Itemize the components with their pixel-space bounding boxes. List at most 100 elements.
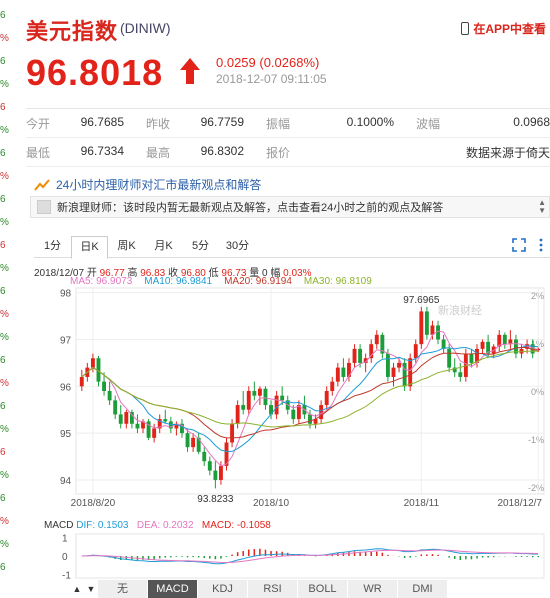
candle-body [263, 388, 268, 406]
left-strip-char: 6 [0, 102, 6, 113]
news-headline-link[interactable]: 24小时内理财师对汇市最新观点和解答 [34, 176, 261, 193]
ma-line-10 [81, 345, 539, 452]
candle-body [191, 437, 196, 448]
indicator-tab-1[interactable]: MACD [148, 580, 198, 598]
candlestick-chart[interactable]: 98 97 96 95 94 2% 1% 0% -1% -2% 2018/8/20 2018/10 20… [0, 284, 550, 524]
low-value: 96.73 [221, 268, 247, 279]
more-options-icon[interactable] [536, 238, 546, 252]
candle-body [313, 419, 318, 424]
y-tick-label: 96 [60, 382, 72, 393]
candle-body [430, 325, 435, 335]
tab-5[interactable]: 30分 [225, 240, 250, 252]
candle-body [135, 423, 140, 429]
indicator-tab-2[interactable]: KDJ [198, 580, 248, 598]
stat-label: 最高 [146, 145, 171, 160]
left-strip-char: % [0, 332, 9, 343]
candle-body [335, 367, 340, 382]
tab-2[interactable]: 周K [117, 240, 136, 252]
candle-body [369, 344, 374, 359]
phone-icon [461, 22, 470, 35]
candle-body [163, 419, 168, 422]
stat-value: 96.8302 [200, 143, 244, 158]
open-label: 开 [86, 268, 97, 279]
indicator-tab-5[interactable]: WR [348, 580, 398, 598]
up-arrow-icon [180, 58, 200, 84]
left-strip-char: % [0, 217, 9, 228]
y-tick-label: 94 [60, 476, 72, 487]
candle-body [502, 334, 507, 345]
candle-body [107, 391, 112, 401]
left-strip-char: % [0, 378, 9, 389]
tab-1[interactable]: 日K [71, 236, 108, 259]
stats-row: 最低 96.7334 最高 96.8302 报价 数据来源于倚天 [26, 138, 550, 167]
candle-body [397, 362, 402, 368]
candle-body [330, 381, 335, 391]
candle-body [514, 339, 518, 354]
indicator-tab-0[interactable]: 无 [98, 580, 148, 598]
left-strip-char: % [0, 125, 9, 136]
scroll-down-icon[interactable]: ▼ [84, 580, 98, 598]
candle-body [408, 358, 413, 387]
candle-body [196, 437, 201, 452]
candle-body [224, 442, 229, 466]
candle-body [118, 414, 123, 424]
macd-frame [75, 533, 545, 579]
candle-body [497, 334, 502, 347]
news-item-text: 新浪理财师：该时段内暂无最新观点及解答，点击查看24小时之前的观点及解答 [57, 202, 444, 214]
tab-0[interactable]: 1分 [43, 240, 62, 252]
candle-body [257, 388, 262, 396]
tab-3[interactable]: 月K [154, 240, 173, 252]
stat-value [316, 144, 416, 161]
indicator-tab-6[interactable]: DMI [398, 580, 448, 598]
scroll-up-icon[interactable]: ▲ [70, 580, 84, 598]
candle-body [458, 372, 463, 377]
macd-value: MACD: -0.1058 [201, 520, 271, 531]
x-tick-label: 2018/8/20 [71, 498, 116, 509]
candle-body [486, 341, 491, 354]
candle-body [79, 376, 84, 387]
macd-dif: DIF: 0.1503 [76, 520, 129, 531]
y-tick-label: 98 [60, 289, 72, 300]
chart-frame [75, 287, 545, 495]
candle-body [152, 428, 157, 438]
price-annotation: 97.6965 [403, 295, 440, 306]
amplitude-value: 0.03% [283, 268, 312, 279]
scroll-arrows-icon[interactable]: ▲ ▼ [538, 198, 546, 215]
indicator-tab-3[interactable]: RSI [248, 580, 298, 598]
left-edge-strip: 6% 6% 6% 6% 6% 6% 6%% 6% 6% 6% 6%% 6 [0, 0, 12, 598]
candle-body [213, 470, 218, 480]
left-strip-char: 6 [0, 194, 6, 205]
x-tick-label: 2018/12/7 [498, 498, 543, 509]
fullscreen-icon[interactable] [512, 238, 526, 252]
candle-body [358, 348, 363, 363]
stat-value: 0.1000% [346, 114, 394, 129]
page-title: 美元指数 [26, 19, 119, 44]
price-annotation: 93.8233 [197, 494, 234, 505]
tab-4[interactable]: 5分 [191, 240, 210, 252]
candle-body [308, 414, 312, 424]
macd-chart[interactable]: 1 0 -1 [0, 532, 550, 580]
ma-legend-item: MA10: 96.9841 [144, 276, 213, 287]
ohlc-date: 2018/12/07 [34, 268, 85, 279]
stat-label: 昨收 [146, 116, 171, 131]
pct-tick-label: -1% [528, 435, 544, 445]
candle-body [90, 358, 95, 368]
quote-stats-table: 今开 96.7685 昨收 96.7759 振幅 0.1000% 波幅 0.0968 最低 96.… [26, 108, 550, 167]
left-strip-char: 6 [0, 355, 6, 366]
candle-body [380, 334, 385, 354]
news-item[interactable]: 新浪理财师：该时段内暂无最新观点及解答，点击查看24小时之前的观点及解答 ▲ ▼ [30, 196, 550, 218]
candle-body [141, 421, 145, 429]
left-strip-char: 6 [0, 401, 6, 412]
ma-legend-item: MA5: 96.9073 [70, 276, 133, 287]
candle-body [530, 344, 535, 354]
candle-body [146, 421, 151, 438]
ma-line-30 [81, 350, 539, 428]
candle-body [413, 344, 418, 359]
left-strip-char: % [0, 171, 9, 182]
symbol-code: (DINIW) [120, 20, 171, 36]
left-strip-char: % [0, 33, 9, 44]
open-in-app-link[interactable]: 在APP中查看 [461, 20, 546, 37]
left-strip-char: 6 [0, 286, 6, 297]
candle-body [185, 433, 190, 448]
indicator-tab-4[interactable]: BOLL [298, 580, 348, 598]
